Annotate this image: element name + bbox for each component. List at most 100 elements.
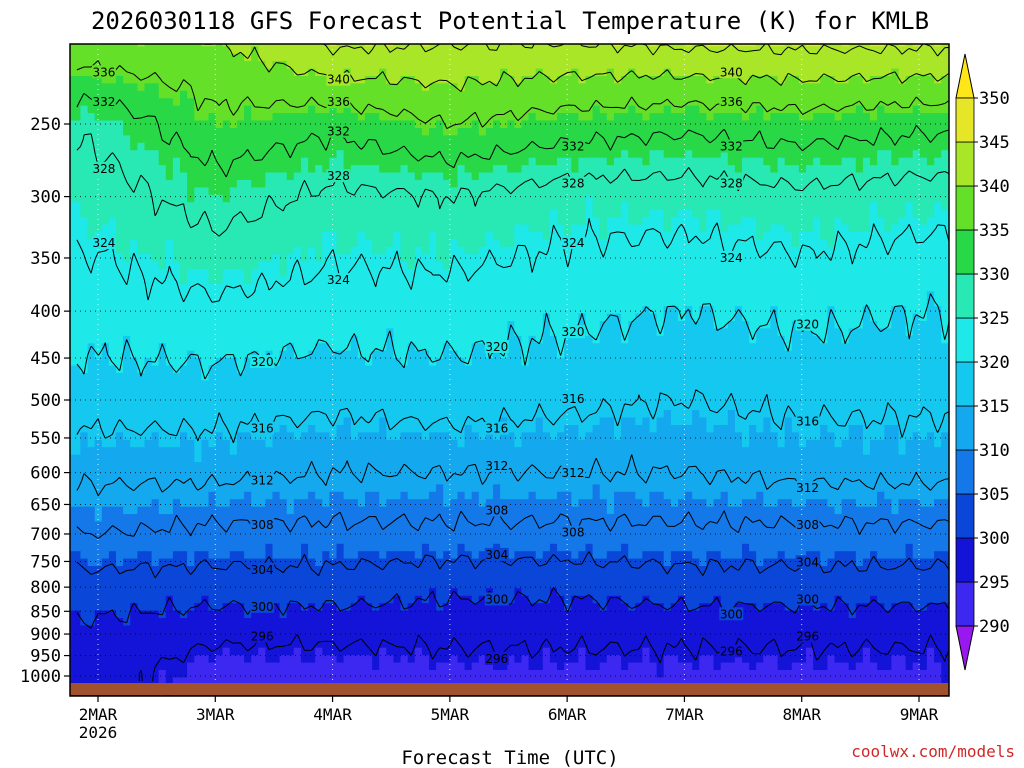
heatmap-cell: [251, 165, 259, 174]
heatmap-cell: [279, 68, 288, 77]
heatmap-cell: [478, 61, 487, 70]
heatmap-cell: [912, 172, 921, 181]
heatmap-cell: [450, 113, 458, 122]
heatmap-cell: [919, 231, 928, 240]
heatmap-cell: [471, 53, 480, 62]
heatmap-cell: [784, 276, 793, 285]
heatmap-cell: [649, 120, 658, 129]
heatmap-cell: [734, 53, 743, 62]
heatmap-cell: [464, 298, 473, 307]
heatmap-cell: [258, 135, 266, 144]
heatmap-cell: [457, 113, 466, 122]
heatmap-cell: [820, 83, 828, 92]
heatmap-cell: [941, 150, 949, 159]
heatmap-cell: [236, 165, 245, 174]
heatmap-cell: [87, 150, 96, 159]
heatmap-cell: [585, 83, 594, 92]
heatmap-cell: [706, 61, 715, 70]
heatmap-cell: [727, 313, 736, 322]
heatmap-cell: [80, 83, 89, 92]
heatmap-cell: [791, 128, 800, 136]
heatmap-cell: [137, 150, 146, 159]
heatmap-cell: [905, 179, 914, 188]
heatmap-cell: [592, 150, 601, 159]
heatmap-cell: [635, 239, 643, 248]
heatmap-cell: [521, 172, 530, 181]
heatmap-cell: [436, 239, 444, 248]
heatmap-cell: [571, 157, 579, 166]
heatmap-cell: [813, 61, 821, 70]
heatmap-cell: [229, 254, 238, 263]
heatmap-cell: [201, 150, 210, 159]
heatmap-cell: [400, 46, 409, 55]
heatmap-cell: [244, 46, 252, 55]
heatmap-cell: [678, 179, 686, 188]
heatmap-cell: [272, 291, 281, 300]
heatmap-cell: [357, 306, 366, 315]
heatmap-cell: [251, 53, 259, 62]
heatmap-cell: [386, 239, 394, 248]
heatmap-cell: [770, 61, 779, 70]
heatmap-cell: [798, 165, 807, 174]
heatmap-cell: [749, 224, 757, 233]
heatmap-cell: [592, 306, 601, 315]
heatmap-cell: [670, 83, 679, 92]
heatmap-cell: [898, 142, 907, 151]
heatmap-cell: [713, 283, 722, 292]
heatmap-cell: [379, 135, 387, 144]
heatmap-cell: [450, 44, 458, 47]
heatmap-cell: [777, 179, 786, 188]
heatmap-cell: [421, 246, 430, 255]
heatmap-cell: [934, 224, 942, 233]
heatmap-cell: [571, 261, 579, 270]
heatmap-cell: [635, 321, 643, 329]
heatmap-cell: [123, 150, 131, 159]
heatmap-cell: [564, 44, 572, 47]
heatmap-cell: [258, 224, 266, 233]
heatmap-cell: [315, 135, 323, 144]
heatmap-cell: [272, 261, 281, 270]
heatmap-cell: [172, 113, 181, 122]
heatmap-cell: [941, 217, 949, 226]
heatmap-cell: [414, 113, 423, 122]
heatmap-cell: [443, 217, 451, 226]
heatmap-cell: [656, 105, 665, 114]
heatmap-cell: [535, 113, 544, 122]
heatmap-cell: [656, 157, 665, 166]
heatmap-cell: [151, 179, 160, 188]
heatmap-cell: [635, 217, 643, 226]
heatmap-cell: [393, 68, 402, 77]
heatmap-cell: [393, 231, 402, 240]
heatmap-cell: [578, 157, 587, 166]
heatmap-cell: [108, 83, 117, 92]
heatmap-cell: [208, 187, 217, 196]
heatmap-cell: [286, 291, 295, 300]
heatmap-cell: [656, 224, 665, 233]
heatmap-cell: [493, 76, 501, 84]
heatmap-cell: [542, 53, 551, 62]
heatmap-cell: [322, 142, 330, 151]
heatmap-cell: [429, 90, 437, 99]
heatmap-cell: [144, 217, 153, 226]
heatmap-cell: [635, 194, 643, 203]
heatmap-cell: [912, 98, 921, 107]
heatmap-cell: [308, 187, 316, 196]
heatmap-cell: [912, 231, 921, 240]
heatmap-cell: [414, 231, 423, 240]
heatmap-cell: [414, 165, 423, 174]
heatmap-cell: [592, 53, 601, 62]
heatmap-cell: [301, 224, 309, 233]
heatmap-cell: [678, 254, 686, 263]
heatmap-cell: [400, 76, 409, 84]
heatmap-cell: [130, 128, 138, 136]
heatmap-cell: [628, 113, 636, 122]
heatmap-cell: [350, 46, 359, 55]
heatmap-cell: [663, 187, 672, 196]
heatmap-cell: [642, 194, 651, 203]
heatmap-cell: [130, 283, 138, 292]
heatmap-cell: [749, 113, 757, 122]
heatmap-cell: [862, 61, 871, 70]
heatmap-cell: [926, 61, 935, 70]
heatmap-cell: [699, 120, 707, 129]
heatmap-cell: [478, 306, 487, 315]
